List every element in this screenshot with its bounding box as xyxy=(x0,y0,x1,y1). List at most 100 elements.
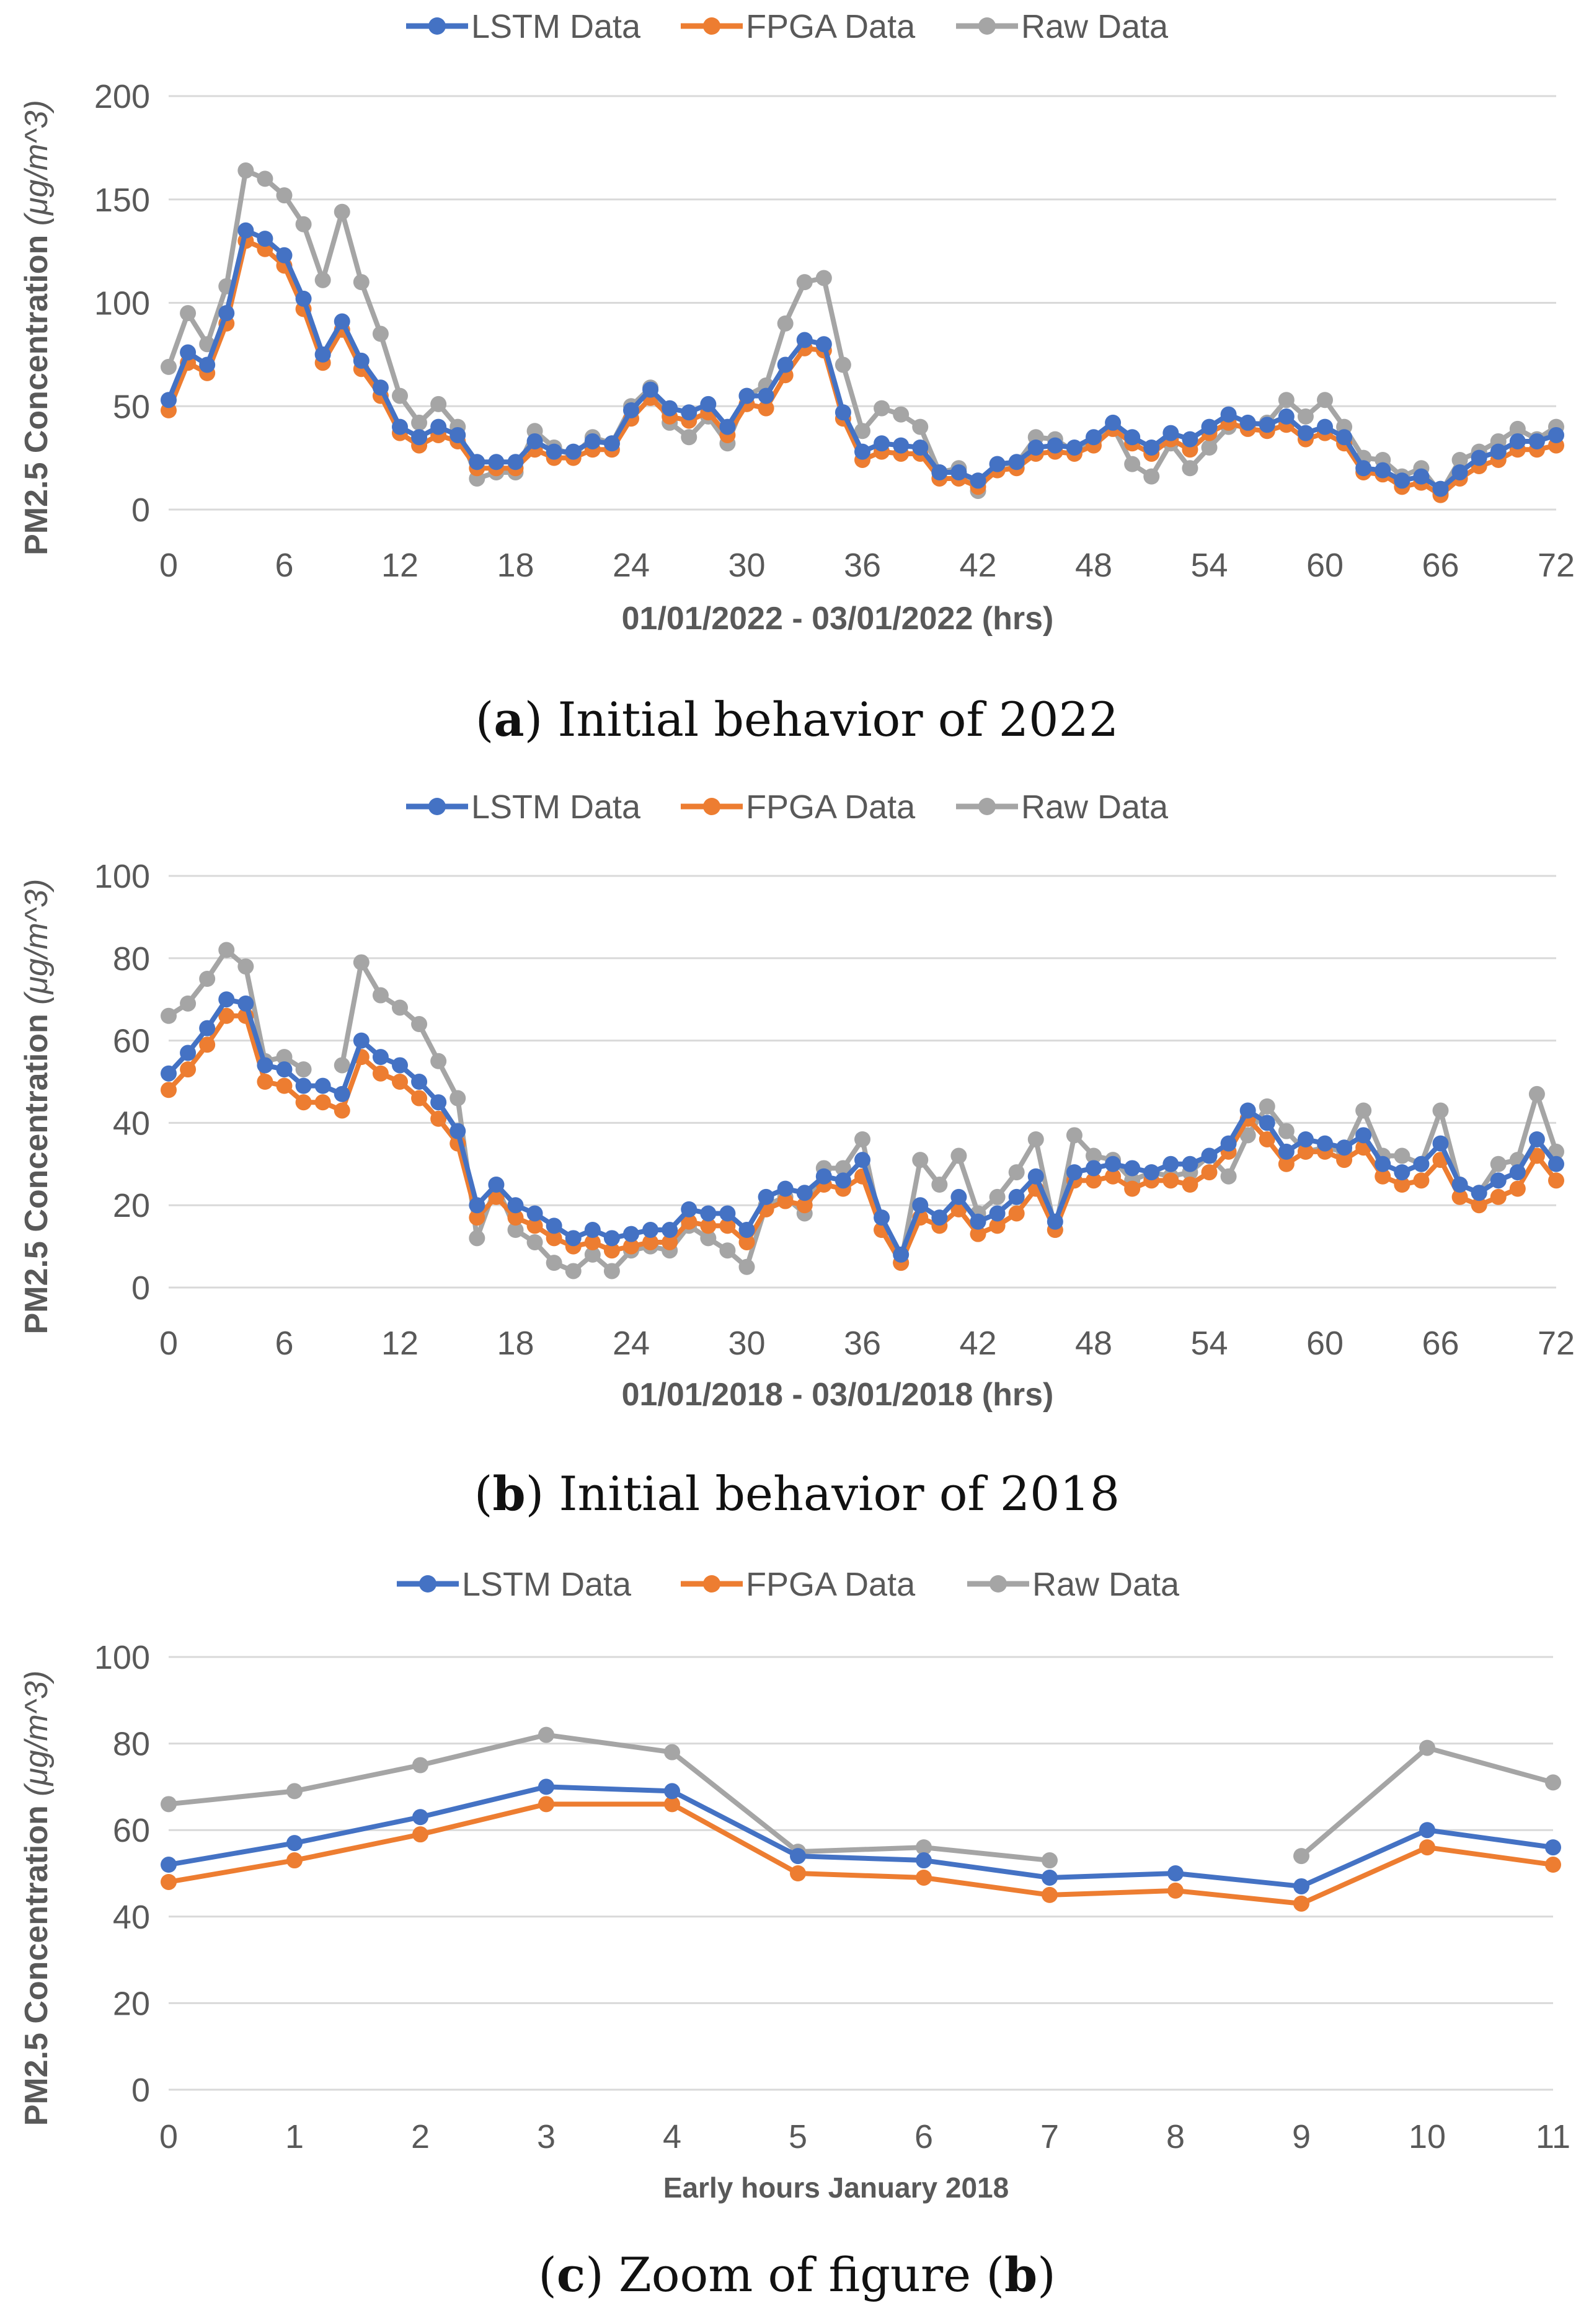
legend-item: FPGA Data xyxy=(681,1566,916,1603)
data-point xyxy=(1413,1172,1430,1189)
data-point xyxy=(1105,1155,1122,1172)
y-tick-label: 0 xyxy=(131,1270,150,1307)
data-point xyxy=(603,1263,620,1279)
data-point xyxy=(835,1172,851,1189)
data-point xyxy=(989,456,1006,472)
data-point xyxy=(1394,1147,1410,1164)
legend-label: LSTM Data xyxy=(462,1566,632,1603)
data-point xyxy=(469,1209,485,1226)
x-tick-label: 72 xyxy=(1538,1325,1575,1362)
data-point xyxy=(1086,1172,1102,1189)
data-point xyxy=(1027,1131,1044,1147)
data-point xyxy=(700,1230,717,1247)
y-tick-label: 60 xyxy=(113,1023,150,1060)
data-point xyxy=(893,1246,910,1263)
data-point xyxy=(1278,1123,1295,1139)
data-point xyxy=(1336,1152,1353,1169)
data-point xyxy=(815,1168,832,1185)
x-tick-label: 10 xyxy=(1409,2118,1446,2155)
data-point xyxy=(1182,460,1198,477)
data-point xyxy=(314,1094,331,1111)
legend-swatch-marker xyxy=(990,1575,1007,1593)
data-point xyxy=(286,1783,303,1800)
data-point xyxy=(449,426,466,443)
legend-item: LSTM Data xyxy=(397,1566,632,1603)
data-point xyxy=(950,1147,967,1164)
data-point xyxy=(623,1238,639,1255)
series-line xyxy=(166,997,1559,1257)
data-point xyxy=(1259,417,1275,433)
series-fpga-data xyxy=(161,1007,1564,1271)
data-point xyxy=(738,1222,755,1239)
data-point xyxy=(1167,1865,1184,1881)
data-point xyxy=(1528,1147,1545,1164)
data-point xyxy=(970,472,986,489)
data-point xyxy=(1375,462,1391,479)
chart-a: 0 50 100 150 200 0 6 12 18 24 30 36 42 48 54 60 66 72 01/0… xyxy=(19,8,1575,637)
legend-item: LSTM Data xyxy=(406,8,641,45)
data-point xyxy=(1143,439,1160,456)
data-point xyxy=(738,1234,755,1250)
data-point xyxy=(916,1839,932,1856)
data-point xyxy=(1008,454,1025,471)
data-point xyxy=(257,170,273,187)
x-tick-label: 7 xyxy=(1040,2118,1059,2155)
data-point xyxy=(276,1049,293,1066)
data-point xyxy=(1419,1739,1435,1756)
data-point xyxy=(507,1197,524,1214)
data-point xyxy=(1451,451,1468,468)
data-point xyxy=(681,1201,697,1217)
data-point xyxy=(1278,392,1295,409)
data-point xyxy=(1293,1848,1309,1865)
y-axis-title-unit: (μg/m^3) xyxy=(19,100,55,226)
data-point xyxy=(526,1205,543,1222)
data-point xyxy=(334,203,350,220)
data-point xyxy=(218,942,235,958)
data-point xyxy=(1355,460,1372,477)
data-point xyxy=(642,1234,659,1250)
y-tick-label: 100 xyxy=(94,1639,150,1676)
data-point xyxy=(526,1234,543,1250)
data-point xyxy=(1239,414,1256,431)
data-point xyxy=(1167,1882,1184,1899)
data-point xyxy=(1432,1135,1449,1152)
data-point xyxy=(1008,1188,1025,1205)
caption-c: (c) Zoom of figure (b) xyxy=(538,2247,1056,2302)
legend-item: LSTM Data xyxy=(406,789,641,826)
data-point xyxy=(565,1230,582,1247)
data-point xyxy=(912,1197,929,1214)
data-point xyxy=(758,387,774,404)
data-point xyxy=(392,1074,408,1090)
data-point xyxy=(1239,1102,1256,1119)
legend-item: FPGA Data xyxy=(681,789,916,826)
data-point xyxy=(1509,433,1526,449)
data-point xyxy=(180,1045,197,1061)
data-point xyxy=(1182,431,1198,448)
y-tick-label: 40 xyxy=(113,1899,150,1936)
data-point xyxy=(1042,1852,1058,1869)
chart-panel-a: 0 50 100 150 200 0 6 12 18 24 30 36 42 48 54 60 66 72 01/0… xyxy=(0,0,1594,682)
data-point xyxy=(1259,1131,1275,1147)
data-point xyxy=(1548,1155,1564,1172)
data-point xyxy=(161,1796,177,1813)
data-point xyxy=(950,1188,967,1205)
data-point xyxy=(1220,406,1237,423)
data-point xyxy=(642,1222,659,1239)
data-point xyxy=(1259,1115,1275,1131)
data-point xyxy=(854,423,870,440)
data-point xyxy=(893,406,910,423)
data-point xyxy=(1548,1172,1564,1189)
x-tick-label: 0 xyxy=(159,2118,178,2155)
y-tick-label: 80 xyxy=(113,1726,150,1763)
legend-item: Raw Data xyxy=(967,1566,1180,1603)
series-fpga-data xyxy=(161,232,1564,503)
data-point xyxy=(314,1077,331,1094)
data-point xyxy=(970,1213,986,1230)
data-point xyxy=(738,387,755,404)
series-line xyxy=(166,1732,1052,1863)
data-point xyxy=(1278,408,1295,425)
data-point xyxy=(1490,1172,1507,1189)
caption-c-label: c xyxy=(556,2247,586,2302)
x-tick-label: 1 xyxy=(285,2118,304,2155)
data-point xyxy=(449,1123,466,1139)
